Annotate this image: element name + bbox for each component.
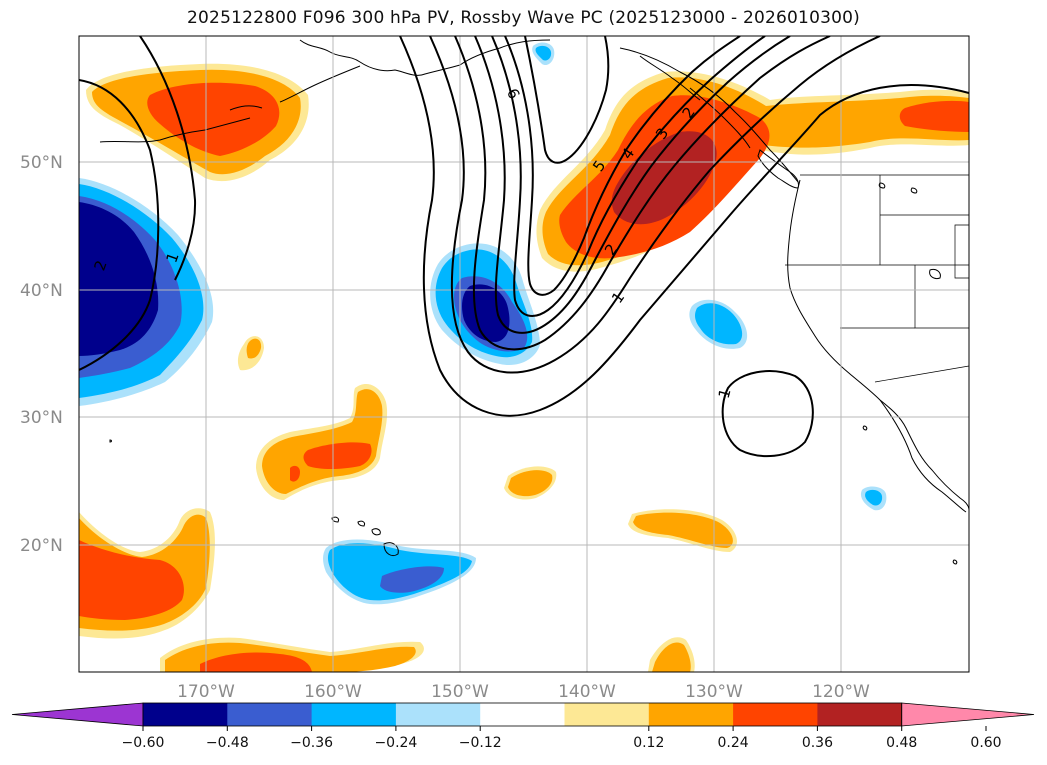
anomaly-subtropical-positive: [256, 383, 388, 500]
lon-label-150w: 150°W: [431, 682, 489, 702]
anomaly-small-positive-a: [504, 466, 557, 500]
longitude-labels: 170°W 160°W 150°W 140°W 130°W 120°W: [177, 682, 870, 702]
anomaly-south-positive: [160, 637, 424, 672]
lat-label-40n: 40°N: [20, 281, 63, 301]
colorbar-tick-label: −0.60: [122, 735, 165, 751]
lat-label-20n: 20°N: [20, 536, 63, 556]
colorbar-extend-low: [11, 702, 144, 727]
lat-label-30n: 30°N: [20, 408, 63, 428]
plot-frame: [78, 35, 970, 673]
colorbar-tick-label: 0.60: [970, 735, 1001, 751]
colorbar-segment: [227, 703, 313, 726]
colorbar-outline: [142, 702, 903, 727]
colorbar-segment: [817, 703, 903, 726]
lon-label-140w: 140°W: [558, 682, 616, 702]
colorbar-tick-label: −0.48: [206, 735, 249, 751]
anomaly-hawaii-negative: [323, 539, 476, 605]
contour-label-1-loop: 1: [715, 387, 735, 401]
colorbar-tick-label: −0.36: [290, 735, 333, 751]
lon-label-130w: 130°W: [685, 682, 743, 702]
anomaly-east-subtropical-positive: [628, 509, 737, 552]
colorbar-tick-label: −0.12: [459, 735, 502, 751]
colorbar-segment: [395, 703, 481, 726]
colorbar-tick-label: 0.24: [718, 735, 749, 751]
colorbar-tick-label: −0.24: [374, 735, 417, 751]
political-borders: [785, 174, 969, 383]
filled-pv-anomalies: [79, 42, 969, 672]
anomaly-south-east-positive: [648, 637, 695, 672]
colorbar-segment: [480, 703, 565, 726]
lon-label-160w: 160°W: [304, 682, 362, 702]
anomaly-east-small-negative: [689, 299, 748, 349]
colorbar-segment: [311, 703, 397, 726]
colorbar-segment: [143, 703, 228, 726]
colorbar-tick-label: 0.48: [886, 735, 917, 751]
colorbar-segment: [733, 703, 818, 726]
colorbar-tick-label: 0.36: [802, 735, 833, 751]
colorbar-segment: [564, 703, 650, 726]
anomaly-aleutian-positive: [86, 63, 309, 182]
anomaly-small-positive-b: [237, 336, 264, 371]
graticule: [79, 36, 969, 672]
colorbar-extend-high: [901, 702, 1035, 727]
lon-label-170w: 170°W: [177, 682, 235, 702]
colorbar-tick-label: 0.12: [633, 735, 664, 751]
latitude-labels: 50°N 40°N 30°N 20°N: [20, 153, 63, 556]
chart-title: 2025122800 F096 300 hPa PV, Rossby Wave …: [187, 8, 860, 28]
anomaly-north-small-negative: [532, 42, 555, 66]
pv-contours: [79, 36, 969, 458]
anomaly-southwest-positive: [79, 508, 215, 639]
colorbar-segment: [648, 703, 734, 726]
colorbar: −0.60 −0.48 −0.36 −0.24 −0.12 0.12 0.24 0.36 0.4…: [11, 702, 1035, 751]
lon-label-120w: 120°W: [812, 682, 870, 702]
anomaly-coast-small-negative: [860, 486, 887, 511]
lat-label-50n: 50°N: [20, 153, 63, 173]
